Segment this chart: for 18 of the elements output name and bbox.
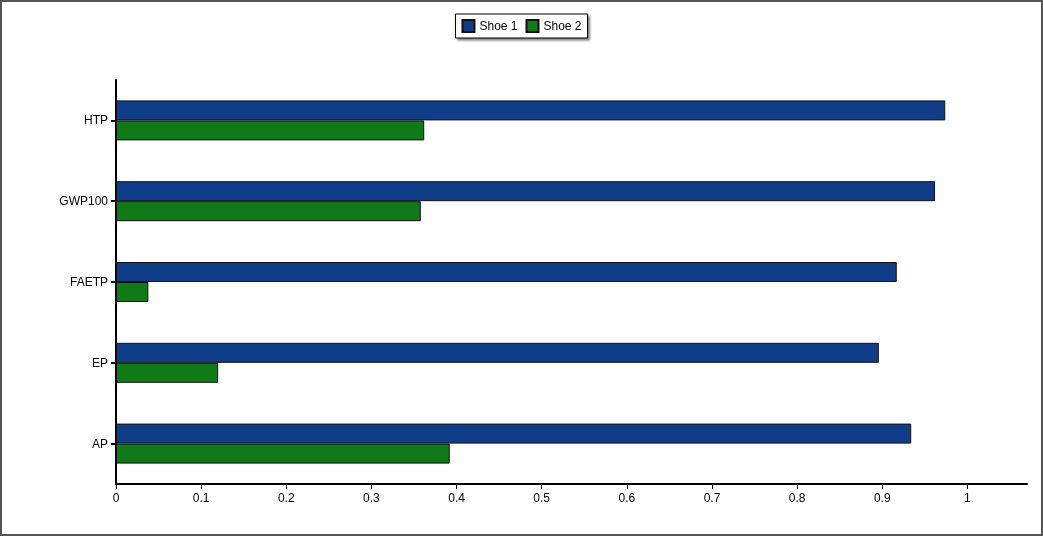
- y-tick-label: EP: [91, 355, 108, 370]
- x-tick-label: 0.8: [788, 491, 806, 505]
- y-tick-label: GWP100: [59, 194, 109, 209]
- y-tick-label: HTP: [84, 113, 108, 128]
- x-tick-label: 0.6: [618, 491, 636, 505]
- x-tick-label: 0: [112, 491, 120, 505]
- x-tick-label: 0.1: [192, 491, 210, 505]
- x-tick-label: 0.2: [277, 491, 295, 505]
- legend-label: Shoe 2: [543, 19, 582, 33]
- y-tick-label: FAETP: [69, 275, 108, 289]
- x-tick-label: 0.3: [363, 491, 381, 505]
- y-tick-label: AP: [91, 436, 108, 451]
- x-tick-label: 0.4: [448, 491, 466, 505]
- x-tick-label: 1: [964, 491, 972, 505]
- x-tick-label: 0.5: [533, 491, 551, 505]
- legend-label: Shoe 1: [479, 19, 518, 33]
- x-tick-label: 0.7: [703, 491, 721, 505]
- x-tick-label: 0.9: [873, 491, 891, 505]
